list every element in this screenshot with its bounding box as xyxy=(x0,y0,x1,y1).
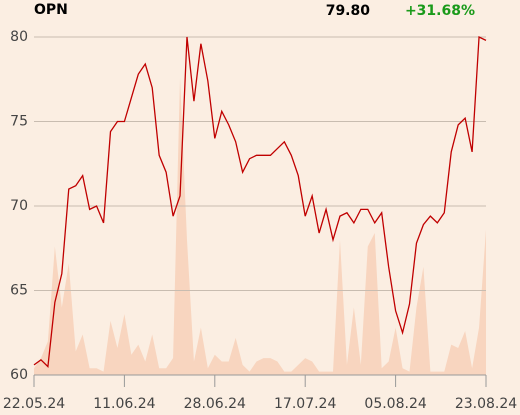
x-tick-label: 05.08.24 xyxy=(364,396,426,412)
last-price: 79.80 xyxy=(326,3,371,19)
x-tick-label: 28.06.24 xyxy=(184,396,246,412)
x-tick-label: 23.08.24 xyxy=(455,396,517,412)
price-line xyxy=(33,35,487,368)
x-tick-label: 22.05.24 xyxy=(3,396,65,412)
y-tick-label: 70 xyxy=(10,198,28,214)
volume-area xyxy=(34,77,486,375)
y-tick-label: 75 xyxy=(10,114,28,130)
ticker: OPN xyxy=(34,2,68,18)
x-tick-label: 11.06.24 xyxy=(93,396,155,412)
x-tick-label: 17.07.24 xyxy=(274,396,336,412)
change: +31.68% xyxy=(405,3,475,19)
y-tick-label: 80 xyxy=(10,29,28,45)
y-tick-label: 60 xyxy=(10,367,28,383)
y-tick-label: 65 xyxy=(10,283,28,299)
